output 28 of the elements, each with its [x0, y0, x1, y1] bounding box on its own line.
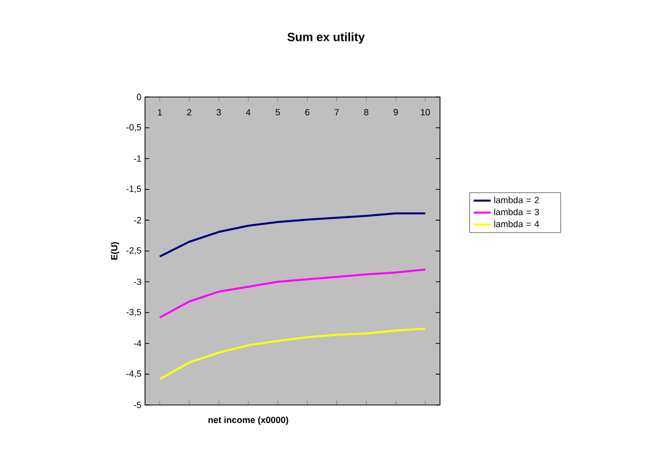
y-tick-label: -3,5: [126, 308, 142, 316]
y-tick-label: -1: [134, 156, 142, 162]
legend-label: lambda = 3: [494, 208, 539, 216]
y-tick-label: -5: [134, 402, 142, 408]
legend-label: lambda = 4: [494, 220, 540, 228]
y-tick-label: -0,5: [126, 124, 142, 132]
x-tick-label: 2: [187, 109, 192, 116]
y-tick-label: 0: [136, 94, 142, 100]
x-tick-label: 4: [246, 109, 250, 116]
y-tick-label: -2,5: [126, 247, 142, 255]
legend-label: lambda = 2: [494, 196, 539, 204]
x-tick-label: 8: [364, 109, 368, 116]
x-tick-label: 1: [158, 109, 162, 116]
y-tick-label: -1,5: [126, 186, 142, 194]
y-tick-label: -4,5: [126, 370, 142, 378]
x-tick-label: 6: [305, 109, 310, 116]
x-tick-label: 3: [216, 109, 221, 116]
x-tick-label: 7: [334, 109, 339, 116]
x-axis-title: net income (x0000): [208, 416, 288, 425]
chart-title: Sum ex utility: [287, 32, 365, 44]
y-axis-title: E(U): [110, 242, 120, 260]
x-tick-label: 9: [394, 109, 398, 116]
y-tick-label: -2: [134, 217, 142, 224]
x-tick-label: 10: [420, 109, 430, 116]
line-series: [158, 328, 426, 380]
y-tick-label: -4: [134, 340, 142, 346]
x-tick-label: 5: [276, 109, 280, 116]
y-tick-label: -3: [134, 278, 142, 285]
